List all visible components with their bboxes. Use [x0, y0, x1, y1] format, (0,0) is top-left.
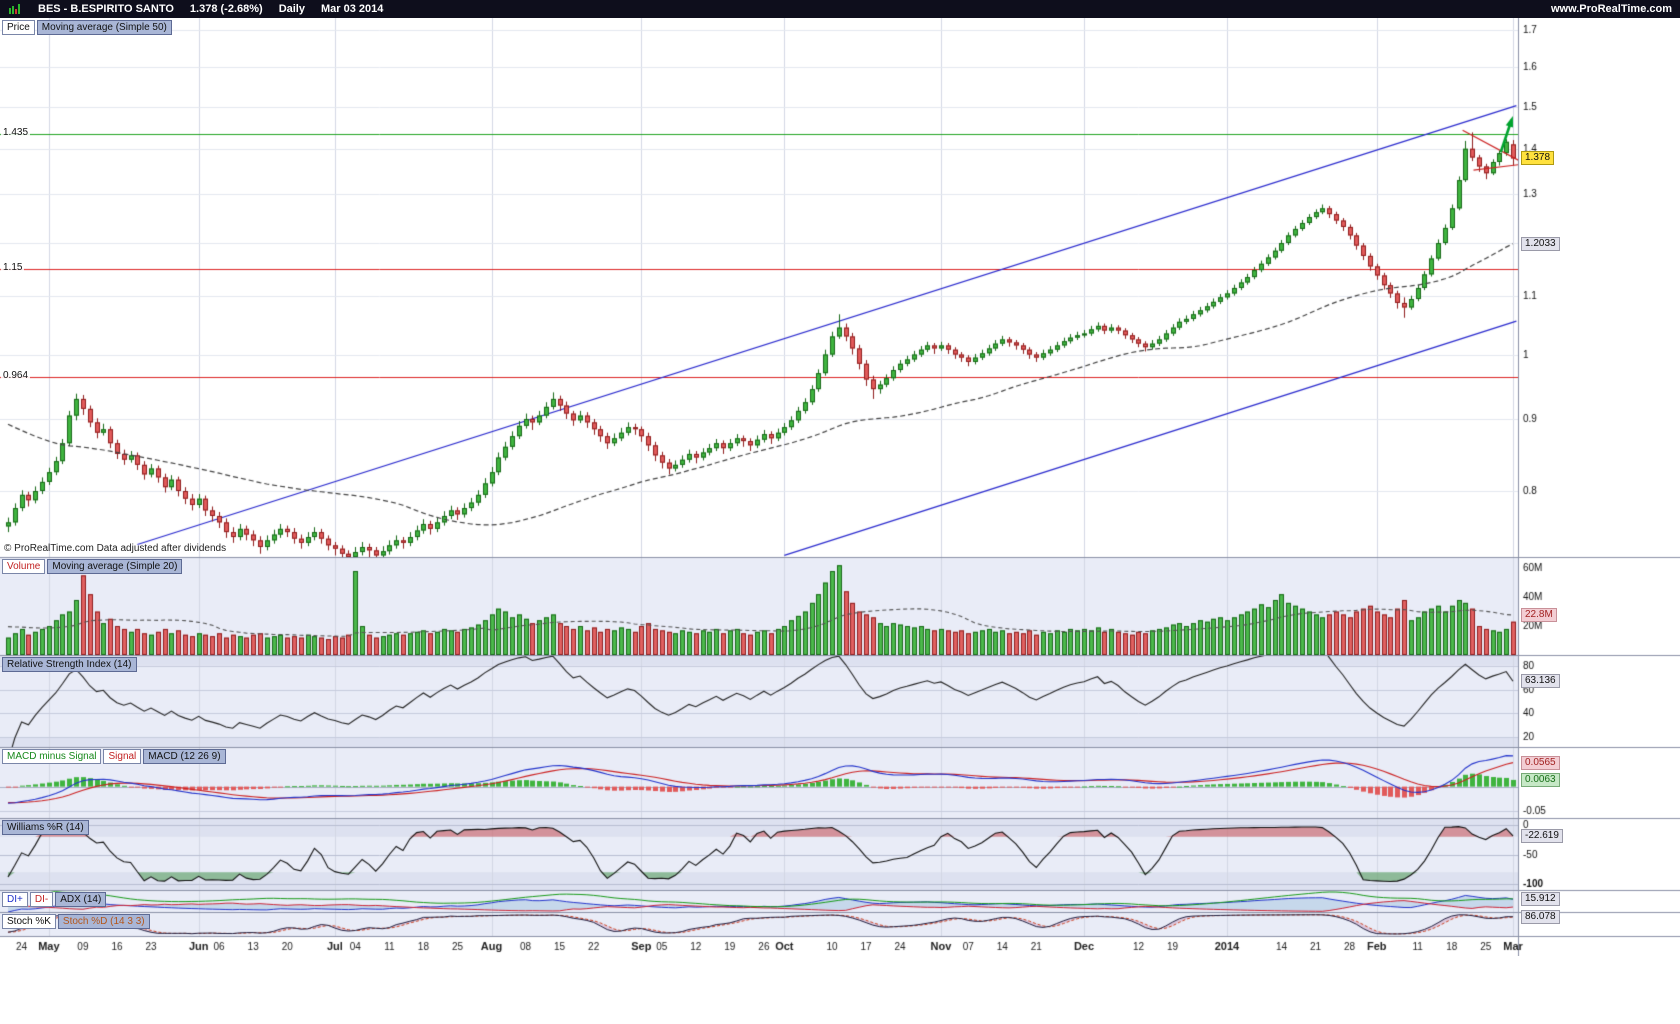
adx-value-badge: 15.912 [1521, 892, 1560, 906]
title-bar: BES - B.ESPIRITO SANTO 1.378 (-2.68%) Da… [0, 0, 1680, 18]
chip-signal[interactable]: Signal [103, 749, 142, 764]
macd-hist-badge: 0.0063 [1521, 773, 1560, 787]
stoch-panel-chips: Stoch %K Stoch %D (14 3 3) [2, 914, 150, 929]
level-label-115: 1.15 [1, 262, 25, 273]
chip-price[interactable]: Price [2, 20, 35, 35]
last-price: 1.378 [189, 3, 218, 15]
copyright-note: © ProRealTime.com Data adjusted after di… [4, 543, 227, 554]
chart-canvas[interactable] [0, 18, 1680, 956]
rsi-value-badge: 63.136 [1521, 674, 1560, 688]
rsi-panel-chips: Relative Strength Index (14) [2, 657, 137, 672]
price-panel-chips: Price Moving average (Simple 50) [2, 20, 172, 35]
price-ma-badge: 1.2033 [1521, 237, 1560, 251]
chip-adx[interactable]: ADX (14) [55, 892, 107, 907]
last-quote: 1.378 (-2.68%) [190, 3, 263, 15]
chip-macd[interactable]: MACD (12 26 9) [143, 749, 226, 764]
price-change: (-2.68%) [220, 3, 263, 15]
macd-signal-badge: 0.0565 [1521, 756, 1560, 770]
chip-di-plus[interactable]: DI+ [2, 892, 28, 907]
chip-stoch-d[interactable]: Stoch %D (14 3 3) [57, 914, 150, 929]
macd-panel-chips: MACD minus Signal Signal MACD (12 26 9) [2, 749, 226, 764]
adx-panel-chips: DI+ DI- ADX (14) [2, 892, 107, 907]
last-price-badge: 1.378 [1521, 151, 1555, 165]
chip-volume-moving-average[interactable]: Moving average (Simple 20) [47, 559, 183, 574]
chip-rsi[interactable]: Relative Strength Index (14) [2, 657, 137, 672]
chip-volume[interactable]: Volume [2, 559, 46, 574]
williams-panel-chips: Williams %R (14) [2, 820, 89, 835]
volume-panel-chips: Volume Moving average (Simple 20) [2, 559, 183, 574]
chip-price-moving-average[interactable]: Moving average (Simple 50) [36, 20, 172, 35]
level-label-1435: 1.435 [1, 127, 31, 138]
chip-williams-r[interactable]: Williams %R (14) [2, 820, 89, 835]
symbol-title: BES - B.ESPIRITO SANTO [38, 3, 174, 15]
level-label-0964: 0.964 [1, 370, 31, 381]
chip-macd-minus-signal[interactable]: MACD minus Signal [2, 749, 102, 764]
chip-stoch-k[interactable]: Stoch %K [2, 914, 56, 929]
app-icon [8, 3, 22, 15]
site-link[interactable]: www.ProRealTime.com [1550, 3, 1672, 15]
stoch-value-badge: 86.078 [1521, 910, 1560, 924]
date-label: Mar 03 2014 [320, 3, 384, 15]
williams-value-badge: -22.619 [1521, 829, 1563, 843]
chip-di-minus[interactable]: DI- [29, 892, 54, 907]
timeframe-label: Daily [278, 3, 305, 15]
volume-ma-badge: 22.8M [1521, 608, 1557, 622]
